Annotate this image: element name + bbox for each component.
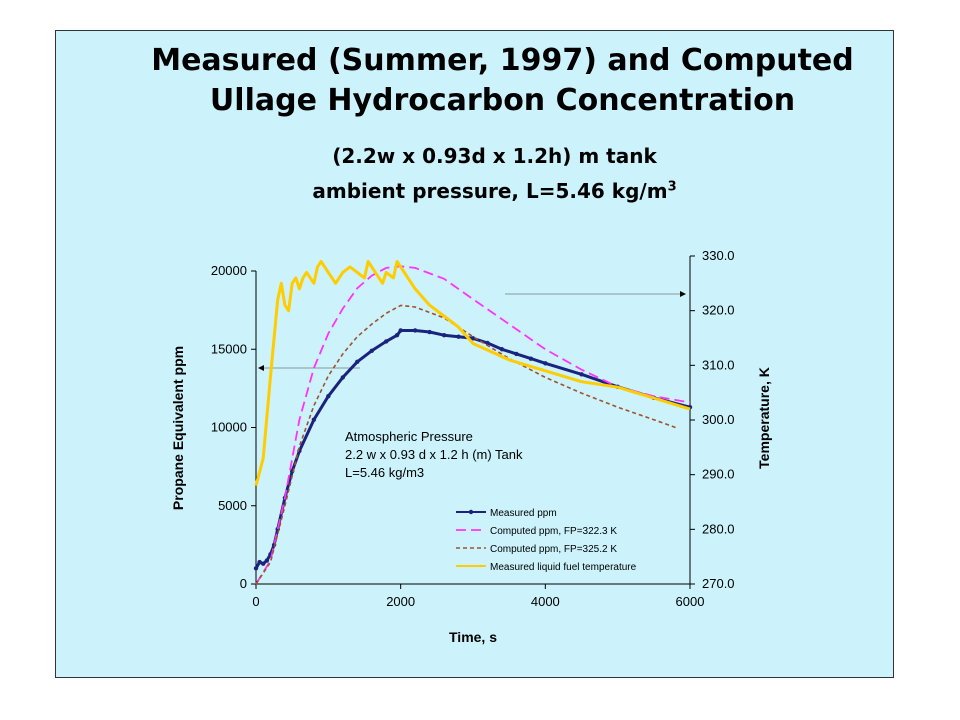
series-1-point [543,361,548,366]
series-1-point [441,332,447,338]
series-line-4 [254,260,691,486]
y-tick-label: 5000 [218,498,247,513]
series-1-point [264,558,270,563]
chart-annotation: Atmospheric Pressure 2.2 w x 0.93 d x 1.… [345,429,523,480]
y2-tick-label: 320.0 [702,303,735,318]
chart-legend: Measured ppm Computed ppm, FP=322.3 K Comp… [456,508,637,573]
x-tick-label: 2000 [386,594,415,609]
y2-tick-label: 280.0 [702,521,735,536]
x-axis-label: Time, s [449,629,497,645]
series-1-point [412,328,418,333]
legend-label-1: Measured ppm [490,508,557,519]
y2-tick-label: 270.0 [702,576,735,591]
series-1-point [394,332,400,338]
y-tick-label: 15000 [211,341,247,356]
annotation-line-3: L=5.46 kg/m3 [345,465,424,480]
series-1-point [470,336,476,341]
series-line-3 [255,304,676,585]
legend-label-4: Measured liquid fuel temperature [490,562,637,573]
y2-tick-label: 290.0 [702,467,735,482]
slide-subtitle-line2-main: ambient pressure, L=5.46 kg/m [312,179,668,203]
y2-tick-label: 330.0 [702,248,735,263]
annotation-line-1: Atmospheric Pressure [345,429,473,444]
right-axis-arrowhead [680,291,686,297]
series-1-point [456,334,461,339]
series-1-point [257,559,262,565]
series-1-point [326,394,331,399]
x-tick-label: 4000 [531,594,560,609]
series-1-point [528,356,534,361]
series-1-point [261,561,266,566]
chart-series [253,260,693,585]
x-tick-label: 6000 [676,594,705,609]
series-1-point [355,359,360,364]
series-line-2 [255,265,691,585]
slide-title-line1: Measured (Summer, 1997) and Computed [151,43,854,78]
series-1-point [427,329,432,335]
series-1-point [311,417,317,422]
y-tick-label: 0 [240,576,247,591]
y2-tick-label: 300.0 [702,412,735,427]
left-axis-arrowhead [258,365,264,371]
series-1-point [579,372,584,377]
slide-panel: Measured (Summer, 1997) and Computed Ull… [55,30,894,678]
slide-subtitle-line2-sup: 3 [667,179,677,195]
legend-label-3: Computed ppm, FP=325.2 K [490,544,617,555]
annotation-line-2: 2.2 w x 0.93 d x 1.2 h (m) Tank [345,447,523,462]
slide-subtitle-line2: ambient pressure, L=5.46 kg/m3 [76,179,913,203]
chart-axes: 0 2000 4000 6000 0 5000 10000 15000 20000 270.0 28… [211,248,735,609]
y-axis-label: Propane Equivalent ppm [170,346,186,510]
series-1-point [485,340,490,346]
series-1-point [384,339,389,344]
y-tick-label: 10000 [211,420,247,435]
slide-subtitle-line1: (2.2w x 0.93d x 1.2h) m tank [332,144,657,168]
series-1-point [398,328,403,333]
legend-label-2: Computed ppm, FP=322.3 K [490,526,617,537]
series-1-point [499,347,505,352]
series-1-point [369,348,374,354]
x-tick-label: 0 [252,594,259,609]
series-1-point [340,375,345,380]
series-1-point [253,566,259,571]
y2-tick-label: 310.0 [702,357,735,372]
slide-title-line2: Ullage Hydrocarbon Concentration [209,83,796,118]
series-1-point [514,351,519,357]
legend-marker-1 [468,509,474,515]
y-tick-label: 20000 [211,263,247,278]
y2-axis-label: Temperature, K [756,367,772,469]
